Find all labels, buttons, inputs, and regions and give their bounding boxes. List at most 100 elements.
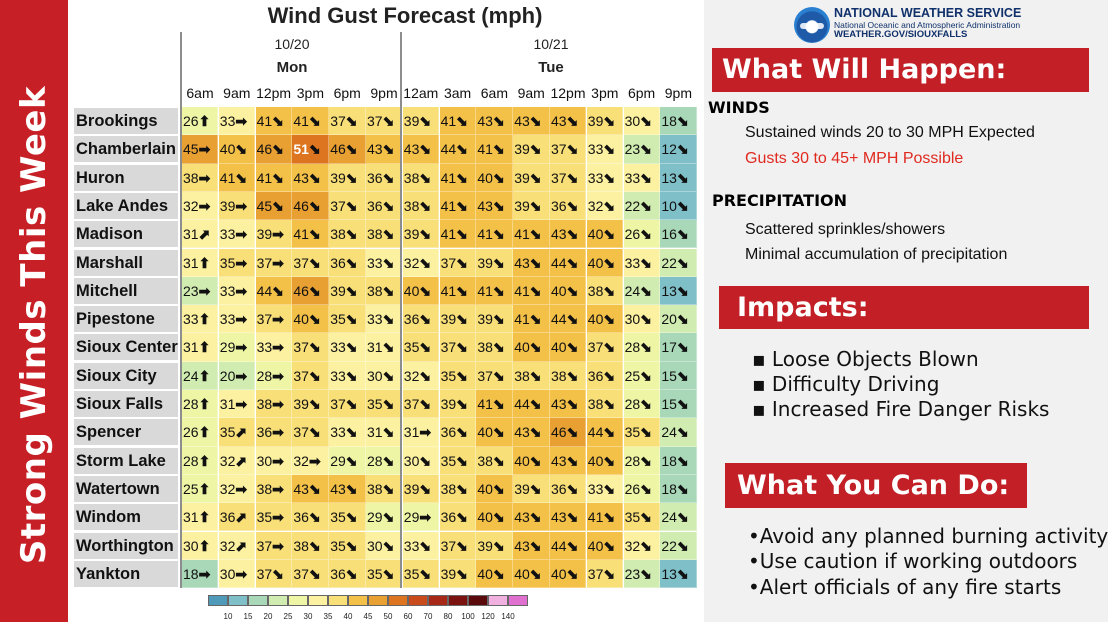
- time-label: 6am: [186, 85, 214, 101]
- heatmap-cell: 44⬊: [550, 531, 587, 560]
- wind-direction-icon: ⬊: [603, 311, 616, 328]
- gust-value: 33: [256, 339, 273, 356]
- heatmap-cell: 39⬊: [439, 559, 476, 589]
- gust-value: 37: [293, 424, 309, 441]
- heatmap-cell: 13⬊: [660, 559, 697, 589]
- gust-value: 12: [661, 141, 677, 158]
- wind-direction-icon: ➡: [235, 480, 248, 497]
- wind-direction-icon: ⬊: [345, 339, 358, 356]
- time-label: 6pm: [627, 85, 656, 101]
- heatmap-cell: 35⬊: [329, 305, 366, 334]
- wind-direction-icon: ➡: [272, 509, 284, 526]
- wind-direction-icon: ⬊: [640, 509, 652, 526]
- heatmap-cell: 28⬊: [623, 446, 660, 475]
- wind-direction-icon: ⬊: [308, 113, 321, 129]
- gust-value: 43: [551, 113, 567, 129]
- heatmap-cell: 43⬊: [513, 531, 550, 560]
- nws-url[interactable]: WEATHER.GOV/SIOUXFALLS: [834, 29, 968, 40]
- heatmap-cell: 26⬆: [182, 107, 219, 136]
- gust-value: 30: [624, 113, 641, 129]
- heatmap-cell: 38⬊: [513, 361, 550, 390]
- heatmap-cell: 43⬊: [550, 220, 587, 249]
- gust-value: 41: [219, 169, 236, 186]
- gust-value: 40: [219, 141, 236, 158]
- heatmap-cell: 22⬊: [660, 248, 697, 277]
- gust-value: 41: [587, 509, 604, 526]
- heatmap-cell: 32⬊: [402, 361, 440, 390]
- wind-direction-icon: ⬊: [640, 254, 652, 271]
- gust-value: 29: [403, 509, 420, 526]
- heatmap-cell: 43⬊: [402, 135, 440, 164]
- wind-direction-icon: ⬊: [419, 169, 432, 186]
- wind-direction-icon: ⬊: [529, 226, 542, 243]
- heatmap-cell: 35⬊: [402, 559, 440, 589]
- wind-direction-icon: ➡: [235, 565, 248, 582]
- wind-direction-icon: ⬊: [492, 141, 505, 158]
- gust-value: 51: [293, 141, 309, 158]
- heatmap-cell: 41⬊: [476, 220, 513, 249]
- station-label: Watertown: [74, 475, 178, 502]
- wind-direction-icon: ⬊: [345, 509, 358, 526]
- heatmap-cell: 51⬊: [292, 135, 329, 164]
- heatmap-cell: 38⬊: [550, 361, 587, 390]
- heatmap-cell: 20➡: [218, 361, 256, 390]
- gust-value: 44: [551, 311, 567, 328]
- gust-value: 23: [183, 282, 199, 299]
- heatmap-cell: 37➡: [255, 305, 292, 334]
- heatmap-cell: 22⬊: [660, 531, 697, 560]
- gust-value: 39: [403, 113, 420, 129]
- heatmap-cell: 33➡: [255, 333, 292, 362]
- gust-value: 24: [661, 424, 677, 441]
- gust-value: 37: [256, 565, 273, 582]
- gust-value: 37: [440, 254, 457, 271]
- wind-direction-icon: ⬊: [456, 509, 468, 526]
- wind-direction-icon: ⬊: [382, 254, 395, 271]
- wind-direction-icon: ⬊: [676, 282, 689, 299]
- heatmap-cell: 39⬊: [513, 163, 550, 192]
- gust-value: 40: [551, 282, 567, 299]
- gust-value: 39: [514, 197, 530, 214]
- gust-value: 28: [183, 452, 199, 469]
- time-label: 3pm: [591, 85, 619, 101]
- wind-direction-icon: ⬊: [676, 141, 689, 158]
- station-label: Madison: [74, 221, 178, 248]
- gust-value: 35: [624, 424, 641, 441]
- wind-direction-icon: ⬊: [272, 197, 284, 214]
- gust-value: 13: [661, 169, 677, 186]
- station-label: Yankton: [74, 560, 178, 587]
- gust-value: 43: [293, 169, 309, 186]
- wind-direction-icon: ⬊: [566, 509, 579, 526]
- wind-direction-icon: ⬊: [566, 396, 579, 412]
- wind-direction-icon: ⬊: [603, 339, 616, 356]
- gust-value: 37: [440, 537, 457, 554]
- gust-value: 38: [587, 396, 604, 412]
- gust-value: 39: [477, 537, 493, 554]
- wind-direction-icon: ⬊: [676, 311, 689, 328]
- day-divider: [400, 32, 402, 588]
- time-label: 9pm: [664, 85, 692, 101]
- heatmap-cell: 12⬊: [660, 135, 697, 164]
- wind-direction-icon: ⬊: [419, 537, 432, 554]
- heatmap-cell: 32⬈: [218, 531, 256, 560]
- gust-value: 28: [624, 452, 641, 469]
- gust-value: 35: [330, 537, 346, 554]
- gust-value: 29: [367, 509, 383, 526]
- gust-value: 37: [256, 311, 273, 328]
- heatmap-cell: 44⬊: [513, 390, 550, 419]
- gust-value: 33: [330, 424, 346, 441]
- heatmap-cell: 37⬊: [292, 559, 329, 589]
- gust-value: 37: [403, 396, 420, 412]
- heatmap-cell: 38⬊: [476, 333, 513, 362]
- gust-value: 39: [514, 141, 530, 158]
- heatmap-cell: 41⬊: [513, 276, 550, 306]
- wind-direction-icon: ⬊: [419, 311, 432, 328]
- wind-direction-icon: ⬊: [308, 339, 321, 356]
- color-scale-tick: 50: [383, 612, 393, 621]
- wind-direction-icon: ➡: [235, 254, 248, 271]
- gust-value: 39: [293, 396, 309, 412]
- heatmap-cell: 26⬊: [623, 474, 660, 504]
- gust-value: 35: [219, 254, 236, 271]
- day1-name: Mon: [276, 59, 308, 76]
- wind-direction-icon: ⬊: [345, 480, 358, 497]
- heatmap-cell: 38⬊: [586, 276, 624, 306]
